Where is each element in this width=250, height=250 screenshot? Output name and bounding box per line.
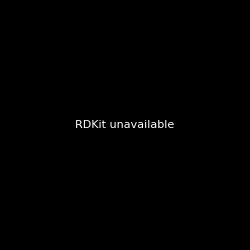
Text: RDKit unavailable: RDKit unavailable — [76, 120, 174, 130]
